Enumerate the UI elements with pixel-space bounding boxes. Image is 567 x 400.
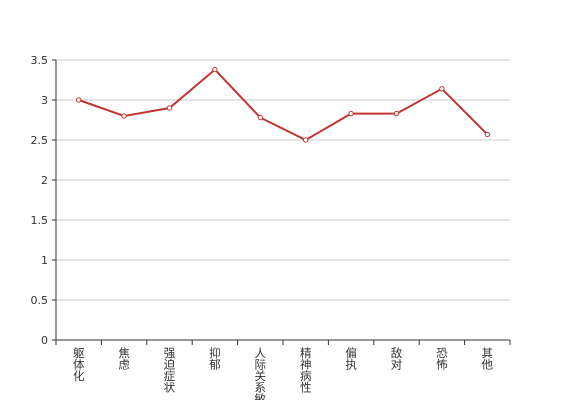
x-tick-label: 其他: [480, 347, 494, 370]
point: [393, 110, 400, 117]
x-tick-label: 强迫症状: [163, 347, 177, 393]
line: [78, 68, 489, 142]
y-tick-label: 1.5: [31, 214, 49, 227]
point: [348, 110, 354, 117]
point: [439, 86, 445, 92]
x-tick-label: 偏执: [344, 346, 358, 371]
y-tick-label: 2.5: [31, 134, 49, 147]
point: [121, 113, 127, 119]
x-tick-label: 人际关系敏感: [253, 347, 267, 400]
y-tick-label: 2: [41, 174, 48, 187]
y-tick-label: 0.5: [31, 294, 49, 307]
x-tick-label: 抑郁: [208, 346, 222, 370]
x-tick-label: 精神病性: [299, 347, 313, 394]
point: [303, 137, 309, 143]
x-tick-label: 躯体化: [72, 347, 86, 382]
point: [257, 114, 263, 121]
point: [76, 97, 82, 103]
x-tick-label: 敌对: [390, 346, 404, 370]
point: [166, 105, 173, 111]
y-tick-label: 3.5: [31, 54, 49, 67]
x-tick-label: 焦虑: [117, 347, 131, 370]
point: [484, 131, 490, 138]
y-tick-label: 1: [41, 254, 48, 267]
y-tick-label: 0: [41, 334, 48, 347]
x-tick-label: 恐怖: [435, 347, 449, 370]
point: [212, 66, 218, 73]
y-tick-label: 3: [41, 94, 48, 107]
